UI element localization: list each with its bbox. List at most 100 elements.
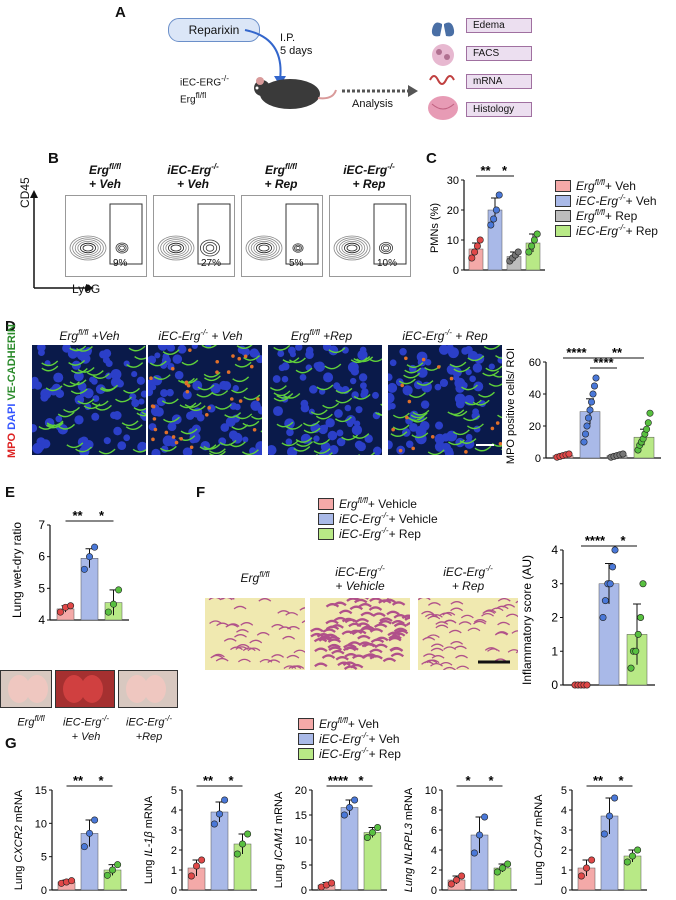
lung-photo-label-0-main: Erg — [17, 716, 35, 729]
vessel — [495, 354, 502, 359]
mpo-cell — [185, 389, 190, 394]
flow-contours-2 — [245, 203, 319, 265]
tissue — [285, 612, 299, 616]
mpo-cell — [256, 397, 260, 401]
lung-photo-label-1-main: iEC-Erg — [62, 716, 102, 729]
flow-plot-2 — [241, 195, 323, 277]
tissue — [327, 638, 342, 643]
micro-title-1-main: iEC-Erg — [158, 329, 201, 343]
sig-label-G3-1: * — [358, 773, 364, 788]
mpo-cell — [189, 445, 194, 450]
tissue — [391, 620, 405, 625]
vessel — [478, 391, 495, 398]
vessel — [70, 367, 88, 374]
point-D-1-1 — [582, 430, 590, 438]
sig-label-G5-1: * — [618, 773, 624, 788]
nucleus — [405, 440, 414, 448]
nucleus — [346, 420, 354, 428]
vessel — [45, 385, 63, 392]
vessel — [208, 448, 226, 454]
tissue — [370, 638, 385, 644]
legend-bc-row-3: iEC-Erg-/- + Rep — [555, 223, 658, 238]
flow-contours-0 — [69, 203, 143, 265]
flow-plot-0 — [65, 195, 147, 277]
vessel — [68, 360, 86, 366]
point-G4-2-0 — [493, 868, 501, 876]
tissue — [357, 634, 371, 640]
vessel — [313, 448, 331, 454]
mpo-cell — [215, 359, 220, 364]
histo-title-1-line2: + Vehicle — [335, 579, 385, 593]
legend-g-label-0-main: Erg — [319, 717, 338, 731]
y-tick-label-F: 0 — [551, 678, 558, 692]
point-D-1-5 — [588, 398, 596, 406]
nucleus — [364, 434, 373, 443]
bar-G3-2 — [363, 832, 382, 891]
nucleus — [136, 376, 145, 385]
nucleus — [273, 406, 283, 417]
micro-texture-0 — [32, 345, 146, 455]
point-G3-2-2 — [374, 824, 382, 832]
gate-0 — [109, 203, 143, 265]
mpo-cell — [464, 450, 468, 454]
nucleus — [424, 359, 432, 366]
tissue — [347, 641, 362, 646]
micro-texture-1 — [148, 345, 262, 455]
lobe — [8, 675, 30, 703]
legend-f-suffix-0: + Vehicle — [367, 496, 417, 511]
nucleus — [249, 348, 259, 358]
nucleus — [156, 397, 166, 407]
nucleus — [160, 361, 168, 369]
legend-f-row-2: iEC-Erg-/- + Rep — [318, 526, 438, 541]
legend-g-label-2-main: iEC-Erg — [319, 747, 362, 761]
nucleus — [278, 364, 286, 372]
panel-label-d: D — [5, 318, 16, 335]
y-tick-label-D: 20 — [529, 421, 541, 433]
tissue — [249, 639, 263, 644]
contour-3 — [336, 237, 368, 259]
flow-title-2-main: Erg — [264, 163, 285, 177]
gate-contour-3 — [380, 243, 392, 253]
mpo-cell — [174, 440, 179, 445]
point-C-2-3 — [514, 248, 522, 256]
micro-title-2-suffix: +Rep — [319, 329, 353, 343]
nucleus — [92, 395, 100, 403]
y-tick-label-F: 1 — [551, 644, 558, 658]
micro-title-3-suffix: + Rep — [451, 329, 488, 343]
tissue — [393, 622, 408, 628]
nucleus — [299, 373, 307, 381]
output-facs: FACS — [466, 46, 532, 61]
nucleus — [372, 391, 379, 399]
micro-image-2 — [268, 345, 382, 455]
contour-3 — [333, 235, 371, 261]
vessel — [125, 424, 143, 430]
analysis-arrow — [342, 85, 418, 97]
legend-bc-suffix-3: + Rep — [625, 223, 658, 238]
histo-texture-1 — [310, 598, 410, 670]
nucleus — [129, 393, 137, 401]
vessel — [243, 355, 260, 361]
point-G5-2-1 — [629, 852, 637, 860]
point-C-1-1 — [490, 215, 498, 223]
point-D-1-7 — [591, 382, 599, 390]
mpo-cell — [231, 354, 235, 358]
nucleus — [467, 350, 479, 362]
y-tick-label-G3: 10 — [295, 835, 307, 847]
legend-f-row-0: Ergfl/fl + Vehicle — [318, 496, 438, 511]
tissue — [507, 649, 518, 653]
tissue — [341, 630, 356, 636]
tissue — [323, 633, 338, 639]
tissue — [348, 622, 362, 628]
tissue — [495, 631, 509, 635]
tissue — [487, 648, 500, 652]
vessel — [282, 357, 300, 363]
y-tick-label-E: 6 — [38, 550, 45, 564]
cells-icon — [432, 44, 454, 66]
legend-bc-label-2: Ergfl/fl — [576, 208, 605, 223]
tissue — [341, 617, 356, 623]
point-G4-1-2 — [481, 813, 489, 821]
y-tick-label-G3: 20 — [295, 785, 307, 797]
point-G4-0-0 — [447, 880, 455, 888]
